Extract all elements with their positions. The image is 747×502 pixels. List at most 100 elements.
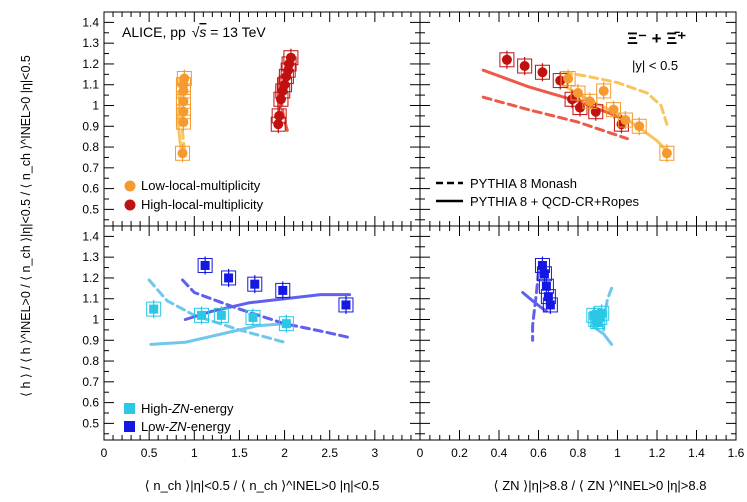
x-tick-label: 0 bbox=[101, 446, 108, 460]
x-axis-title-left: ⟨ n_ch ⟩|η|<0.5 / ⟨ n_ch ⟩^INEL>0 |η|<0.… bbox=[145, 478, 380, 493]
data-point bbox=[555, 75, 566, 86]
data-point bbox=[279, 79, 290, 90]
data-point bbox=[590, 106, 601, 117]
x-axis-title-right: ⟨ ZN ⟩|η|>8.8 / ⟨ ZN ⟩^INEL>0 |η|>8.8 bbox=[494, 478, 707, 493]
x-tick-label: 2.5 bbox=[321, 446, 338, 460]
series-line-monash bbox=[177, 72, 186, 153]
experiment-label: ALICE, pp √s = 13 TeV bbox=[122, 24, 266, 40]
data-point bbox=[598, 85, 609, 96]
y-axis-title: ⟨ h ⟩ / ⟨ h ⟩^INEL>0 / ⟨ n_ch ⟩|η|<0.5 /… bbox=[19, 55, 33, 397]
x-tick-label: 1.4 bbox=[688, 446, 705, 460]
legend-top-right: PYTHIA 8 Monash PYTHIA 8 + QCD-CR+Ropes bbox=[436, 176, 640, 209]
data-point bbox=[278, 285, 288, 295]
y-tick-label: 1.3 bbox=[82, 250, 99, 264]
y-tick-label: 0.8 bbox=[82, 140, 99, 154]
data-point bbox=[537, 260, 547, 270]
panel-bottom-right bbox=[521, 256, 614, 346]
x-tick-label: 3 bbox=[372, 446, 379, 460]
y-tick-label: 0.6 bbox=[82, 182, 99, 196]
data-point bbox=[179, 73, 190, 84]
data-point bbox=[567, 94, 578, 105]
data-point bbox=[250, 279, 260, 289]
x-tick-label: 1.6 bbox=[728, 446, 745, 460]
y-tick-label: 1 bbox=[92, 98, 99, 112]
x-tick-label: 1 bbox=[191, 446, 198, 460]
legend-label-ropes: PYTHIA 8 + QCD-CR+Ropes bbox=[470, 194, 640, 209]
y-tick-label: 0.8 bbox=[82, 354, 99, 368]
data-point bbox=[620, 115, 631, 126]
data-point bbox=[573, 88, 583, 99]
rapidity-label: |y| < 0.5 bbox=[632, 58, 678, 73]
y-tick-label: 0.5 bbox=[82, 416, 99, 430]
y-tick-label: 1.4 bbox=[82, 15, 99, 29]
legend-bottom-left: High-ZN-energy Low-ZN-energy bbox=[124, 401, 234, 434]
y-tick-label: 1.2 bbox=[82, 57, 99, 71]
data-point bbox=[597, 308, 607, 318]
x-tick-label: 2 bbox=[281, 446, 288, 460]
x-tick-label: 0.5 bbox=[141, 446, 158, 460]
y-tick-label: 1 bbox=[92, 312, 99, 326]
legend-label-low-local: Low-local-multiplicity bbox=[141, 178, 261, 193]
legend-marker-low-zn bbox=[124, 421, 135, 432]
data-point bbox=[216, 310, 226, 320]
series-line-monash bbox=[531, 270, 540, 342]
data-point bbox=[273, 119, 284, 130]
data-point bbox=[178, 106, 189, 117]
y-tick-label: 1.1 bbox=[82, 292, 99, 306]
y-tick-label: 0.9 bbox=[82, 333, 99, 347]
series-line-monash bbox=[481, 95, 629, 141]
legend-label-high-local: High-local-multiplicity bbox=[141, 197, 264, 212]
x-tick-label: 0.8 bbox=[570, 446, 587, 460]
data-point bbox=[543, 292, 553, 302]
x-tick-label: 0 bbox=[417, 446, 424, 460]
data-point bbox=[224, 273, 234, 283]
data-point bbox=[584, 96, 595, 107]
legend-marker-high-zn bbox=[124, 403, 135, 414]
data-point bbox=[541, 281, 551, 291]
data-point bbox=[341, 300, 351, 310]
data-point bbox=[545, 300, 555, 310]
y-tick-label: 0.6 bbox=[82, 396, 99, 410]
data-point bbox=[248, 312, 258, 322]
x-tick-label: 1.2 bbox=[649, 446, 666, 460]
y-tick-label: 1.4 bbox=[82, 229, 99, 243]
legend-label-monash: PYTHIA 8 Monash bbox=[470, 176, 577, 191]
data-point bbox=[281, 319, 291, 329]
data-point bbox=[177, 148, 188, 159]
data-point bbox=[275, 94, 286, 105]
particle-label: Ξ⁻ + Ξ̄⁺ bbox=[627, 29, 686, 48]
data-point bbox=[274, 110, 285, 121]
data-point bbox=[178, 117, 189, 128]
data-point bbox=[285, 52, 296, 63]
data-point bbox=[661, 148, 672, 159]
panel-bottom-left bbox=[146, 256, 354, 346]
legend-marker-low-local bbox=[124, 180, 136, 192]
legend-label-high-zn: High-ZN-energy bbox=[141, 401, 234, 416]
data-point bbox=[563, 73, 574, 84]
x-tick-label: 1.5 bbox=[231, 446, 248, 460]
x-tick-label: 0.2 bbox=[451, 446, 468, 460]
x-tick-label: 0.6 bbox=[530, 446, 547, 460]
y-tick-label: 1.2 bbox=[82, 271, 99, 285]
data-point bbox=[178, 96, 189, 107]
legend-top-left: Low-local-multiplicity High-local-multip… bbox=[124, 178, 264, 212]
y-tick-label: 1.3 bbox=[82, 36, 99, 50]
data-point bbox=[149, 304, 159, 314]
data-point bbox=[574, 102, 585, 113]
y-tick-label: 1.1 bbox=[82, 78, 99, 92]
data-point bbox=[501, 54, 512, 65]
y-tick-label: 0.9 bbox=[82, 119, 99, 133]
data-point bbox=[197, 310, 207, 320]
axis-ticks: 0.5 0.6 0.7 0.8 0.9 1 1.1 1.2 1.3 1.4 0.5 0.6 0.7 0.8… bbox=[82, 12, 745, 460]
y-tick-label: 0.5 bbox=[82, 202, 99, 216]
series-line-monash bbox=[181, 278, 354, 340]
legend-label-low-zn: Low-ZN-energy bbox=[141, 419, 231, 434]
data-point bbox=[200, 260, 210, 270]
data-point bbox=[608, 104, 619, 115]
data-point bbox=[537, 67, 548, 78]
panel-top-right bbox=[481, 50, 675, 163]
y-tick-label: 0.7 bbox=[82, 375, 99, 389]
data-point bbox=[634, 121, 645, 132]
series-line-monash bbox=[562, 70, 669, 126]
